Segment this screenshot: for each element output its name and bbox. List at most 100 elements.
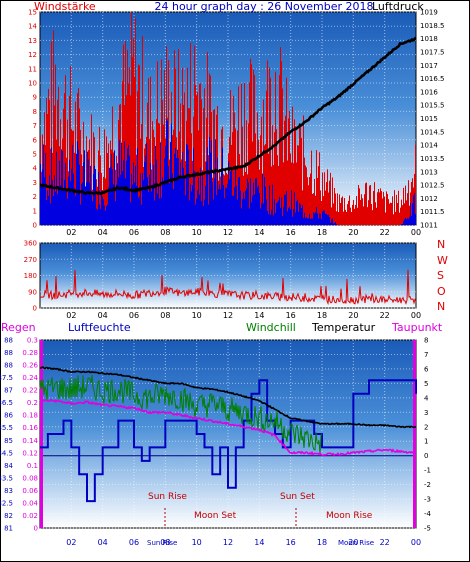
panel1-right-tick: 1011 xyxy=(420,222,438,230)
compass-label: O xyxy=(437,285,446,298)
panel3-x-tick: 02 xyxy=(66,538,76,547)
panel1-x-tick: 10 xyxy=(192,228,202,237)
panel1-right-label: Luftdruck xyxy=(372,0,424,13)
panel1-x-tick: 16 xyxy=(286,228,296,237)
panel1-right-tick: 1013 xyxy=(420,168,438,176)
panel1-left-tick: 3 xyxy=(33,179,37,187)
humidity-tick: 88 xyxy=(4,337,13,345)
rain-edge-bar xyxy=(413,340,416,528)
windchill-label: Windchill xyxy=(246,321,296,334)
panel1-x-tick: 08 xyxy=(160,228,170,237)
panel2-x-tick: 12 xyxy=(223,311,233,320)
panel1-left-tick: 14 xyxy=(28,23,37,31)
humidity-tick: 87 xyxy=(4,387,13,395)
rain-tick: 0.22 xyxy=(22,387,38,395)
panel2-left-tick: 180 xyxy=(24,272,37,280)
rain-tick: 0.04 xyxy=(22,499,38,507)
temp-tick: -4 xyxy=(424,510,432,518)
temp-tick: 5 xyxy=(424,380,428,388)
compass-label: S xyxy=(437,269,444,282)
temp-tick: -5 xyxy=(424,525,431,533)
sun-set-label: Sun Set xyxy=(280,492,315,502)
panel1-right-tick: 1012 xyxy=(420,195,438,203)
panel3-x-tick: 06 xyxy=(129,538,139,547)
rain-tick: 0 xyxy=(34,525,38,533)
panel1-right-tick: 1012.5 xyxy=(420,182,445,190)
panel1-left-tick: 12 xyxy=(28,51,37,59)
dewpoint-label: Taupunkt xyxy=(391,321,443,334)
panel1-left-tick: 6 xyxy=(33,136,38,144)
panel2-x-tick: 18 xyxy=(317,311,327,320)
humidity-tick: 83 xyxy=(4,487,13,495)
panel2-x-tick: 10 xyxy=(192,311,202,320)
panel1-x-tick: 06 xyxy=(129,228,139,237)
humidity-tick: 84.5 xyxy=(0,449,13,457)
panel3-x-tick: 14 xyxy=(254,538,264,547)
humidity-tick: 85 xyxy=(4,437,13,445)
moon-rise-label: Moon Rise xyxy=(326,511,373,521)
humidity-tick: 81 xyxy=(4,525,13,533)
panel2-left-tick: 270 xyxy=(24,256,37,264)
humidity-tick: 83.5 xyxy=(0,474,13,482)
panel1-left-tick: 4 xyxy=(33,165,38,173)
panel2-left-tick: 0 xyxy=(33,305,37,313)
temp-tick: -1 xyxy=(424,467,431,475)
temp-tick: -2 xyxy=(424,481,431,489)
temp-tick: 4 xyxy=(424,394,429,402)
panel1-right-tick: 1017.5 xyxy=(420,48,445,56)
rain-left-edge-bar xyxy=(40,340,43,528)
panel1-right-tick: 1013.5 xyxy=(420,155,445,163)
panel1-x-tick: 20 xyxy=(348,228,358,237)
temp-tick: 7 xyxy=(424,351,428,359)
panel3-x-tick: 22 xyxy=(380,538,390,547)
panel1-x-tick: 14 xyxy=(254,228,264,237)
panel1-left-tick: 2 xyxy=(33,193,37,201)
panel2-left-tick: 90 xyxy=(28,288,37,296)
humidity-tick: 82 xyxy=(4,512,13,520)
panel1-x-tick: 00 xyxy=(411,228,421,237)
panel1-right-tick: 1015 xyxy=(420,115,438,123)
panel3-x-tick: 20 xyxy=(348,538,358,547)
panel1-right-tick: 1017 xyxy=(420,62,438,70)
bottom-sun-rise-overlay: Sun Rise xyxy=(147,539,177,547)
rain-tick: 0.2 xyxy=(27,399,38,407)
rain-tick: 0.28 xyxy=(22,349,38,357)
rain-tick: 0.18 xyxy=(22,412,38,420)
humidity-line xyxy=(40,379,417,503)
panel1-right-tick: 1018.5 xyxy=(420,22,445,30)
panel2-x-tick: 08 xyxy=(160,311,170,320)
panel2-x-tick: 00 xyxy=(411,311,421,320)
panel1-x-tick: 22 xyxy=(380,228,390,237)
panel1-right-tick: 1018 xyxy=(420,35,438,43)
panel1-x-tick: 12 xyxy=(223,228,233,237)
moon-set-label: Moon Set xyxy=(194,511,237,521)
temp-tick: 2 xyxy=(424,423,428,431)
panel2-x-tick: 22 xyxy=(380,311,390,320)
windchill-line xyxy=(39,374,323,455)
panel1-left-tick: 7 xyxy=(33,122,37,130)
rain-tick: 0.3 xyxy=(27,337,38,345)
wind-direction-line xyxy=(39,269,417,306)
tick-labels: 012345678910111213141510111011.510121012… xyxy=(0,9,448,548)
panel1-right-tick: 1015.5 xyxy=(420,102,445,110)
humidity-label: Luftfeuchte xyxy=(68,321,131,334)
panel3-x-tick: 10 xyxy=(192,538,202,547)
wind-speed-blue-bars xyxy=(40,119,416,225)
humidity-tick: 84 xyxy=(4,462,13,470)
panel1-right-tick: 1016.5 xyxy=(420,75,445,83)
rain-tick: 0.08 xyxy=(22,474,38,482)
rain-tick: 0.02 xyxy=(22,512,38,520)
panel3-x-tick: 04 xyxy=(98,538,108,547)
panel2-x-tick: 20 xyxy=(348,311,358,320)
panel3-x-tick: 18 xyxy=(317,538,327,547)
temp-tick: 1 xyxy=(424,438,428,446)
humidity-tick: 88 xyxy=(4,362,13,370)
panel1-right-tick: 1019 xyxy=(420,9,438,17)
panel1-left-tick: 8 xyxy=(33,108,37,116)
panel2-x-tick: 02 xyxy=(66,311,76,320)
data-series xyxy=(39,12,417,528)
panel1-right-tick: 1014 xyxy=(420,142,438,150)
panel3-x-tick: 08 xyxy=(160,538,170,547)
dewpoint-line xyxy=(39,398,417,457)
humidity-tick: 88 xyxy=(4,349,13,357)
